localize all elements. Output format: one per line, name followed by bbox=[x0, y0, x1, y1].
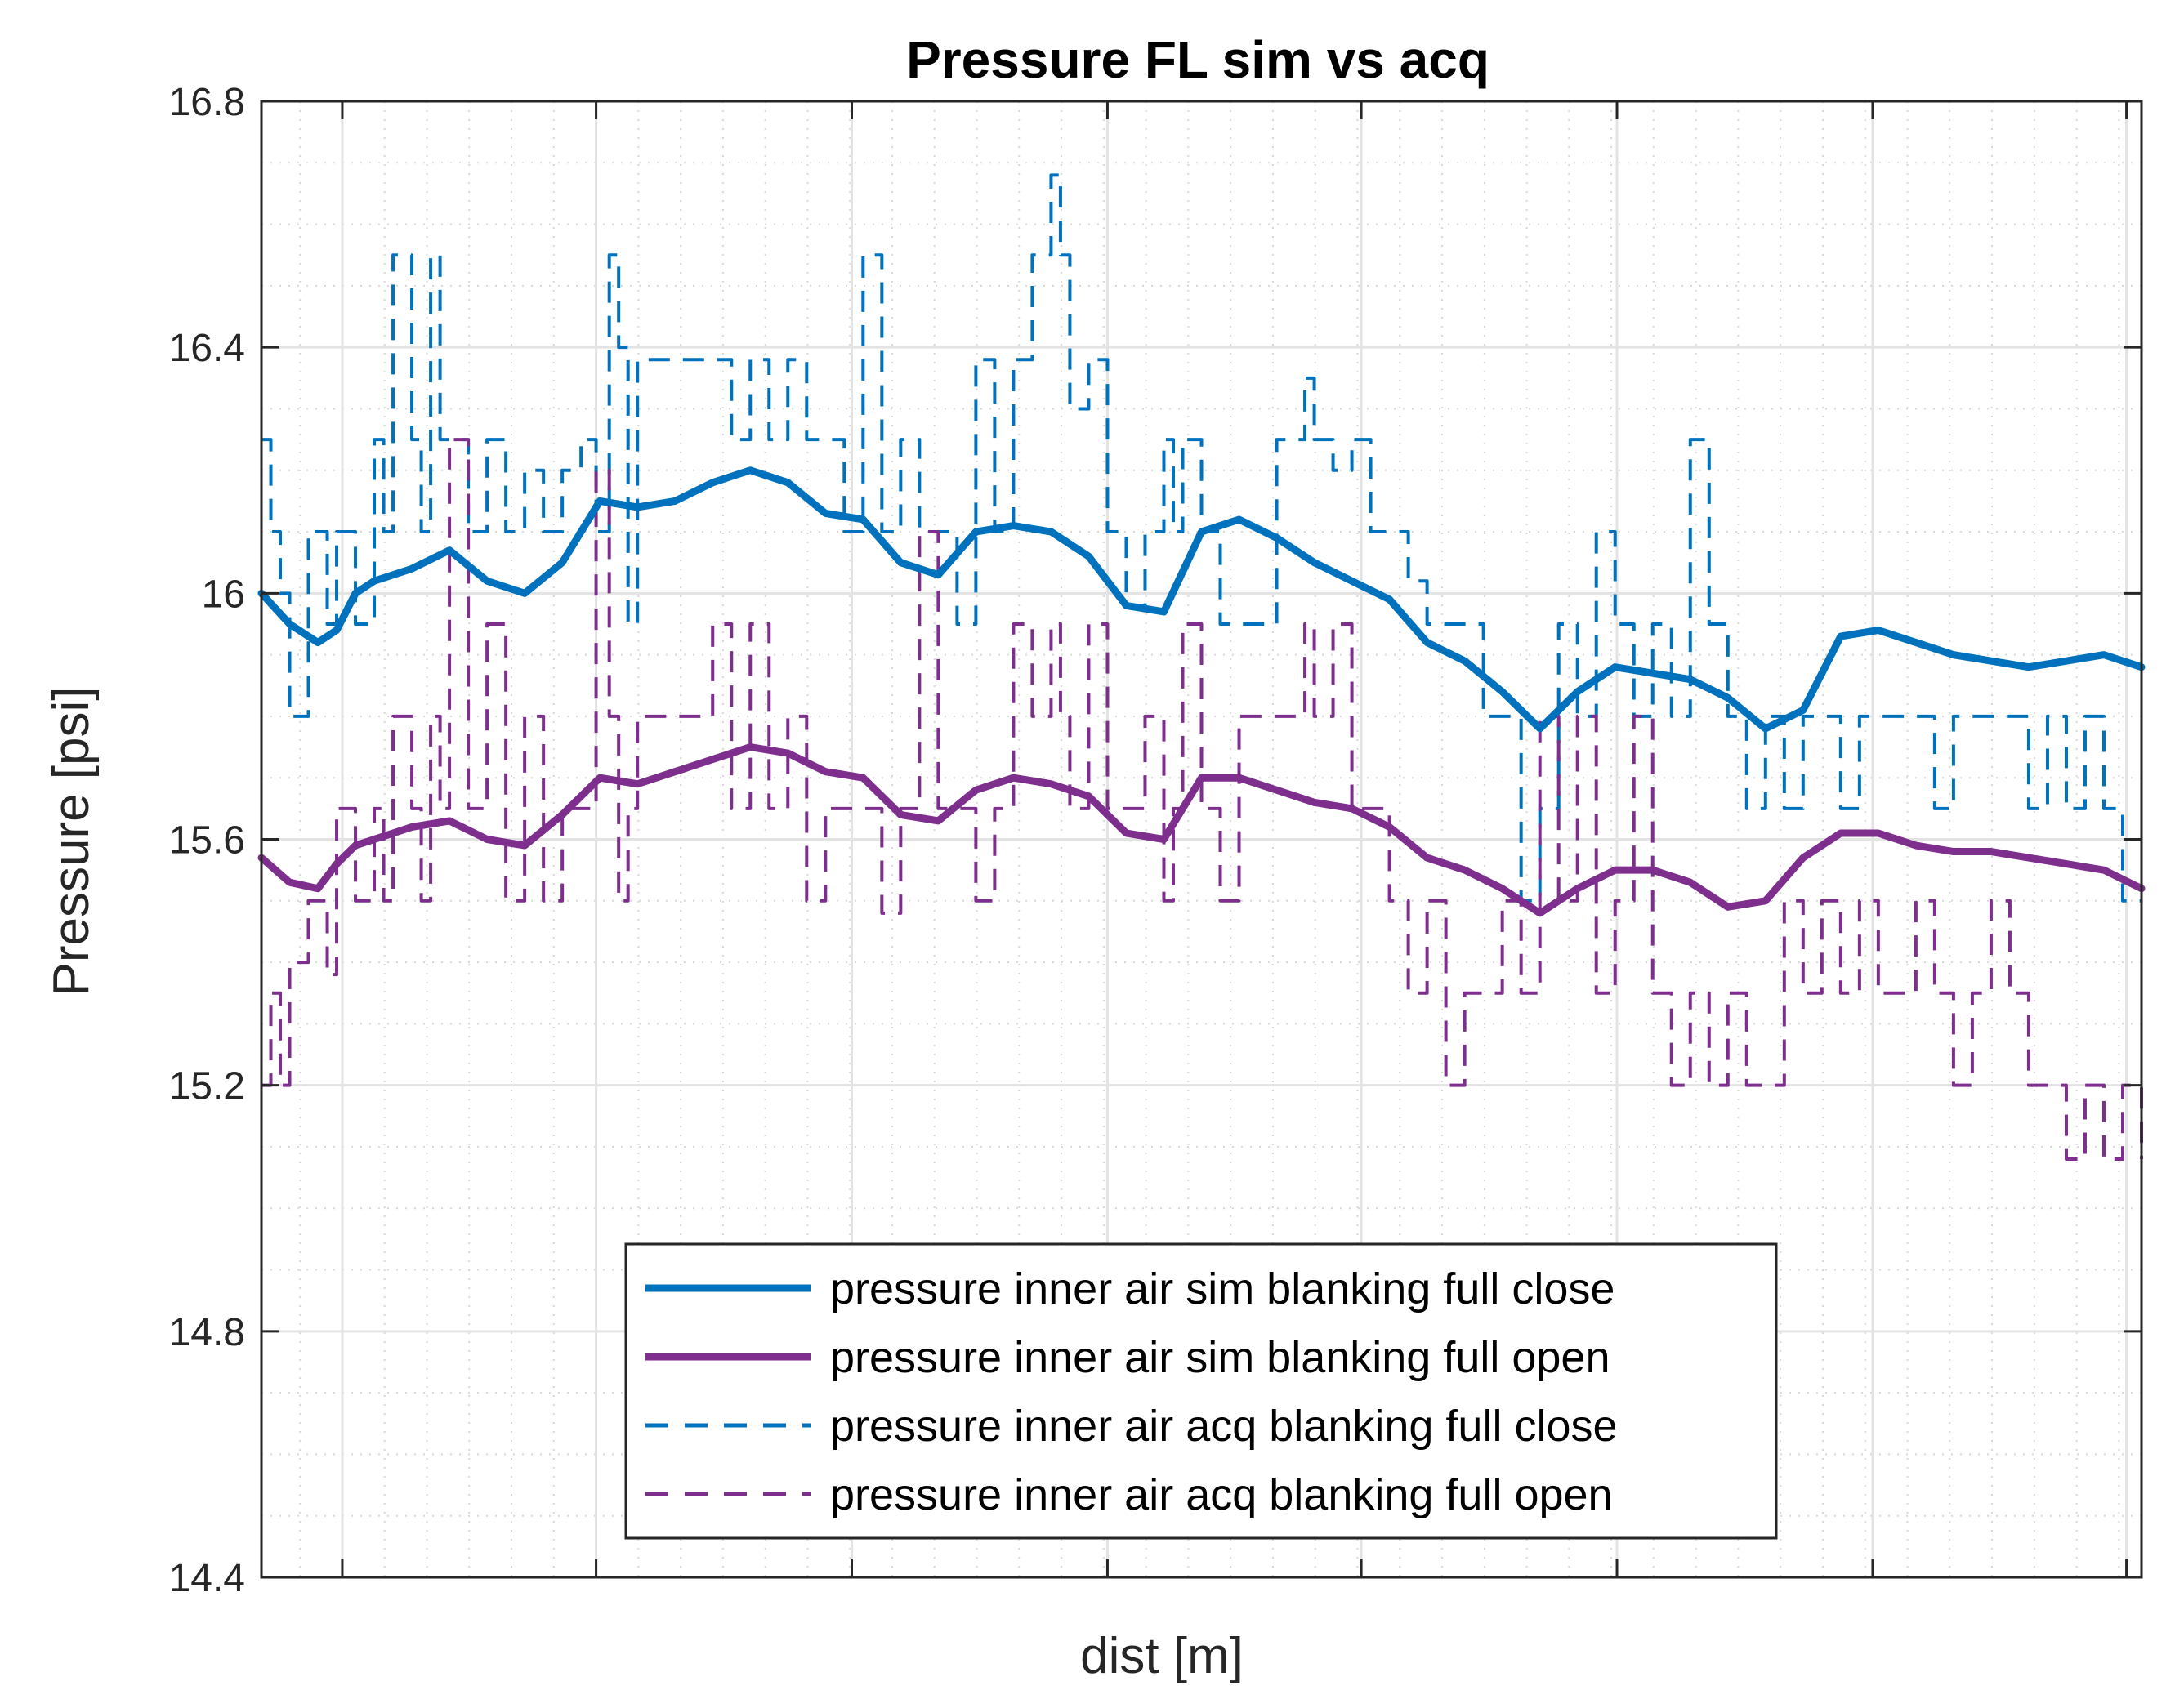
legend-items: pressure inner air sim blanking full clo… bbox=[645, 1264, 1618, 1519]
legend-label-4: pressure inner air acq blanking full ope… bbox=[830, 1470, 1613, 1519]
legend-label-2: pressure inner air sim blanking full ope… bbox=[830, 1333, 1610, 1382]
legend-label-1: pressure inner air sim blanking full clo… bbox=[830, 1264, 1615, 1313]
ticks-layer bbox=[261, 100, 2142, 1579]
series-line-2 bbox=[257, 743, 2146, 917]
series-layer bbox=[257, 173, 2146, 1162]
legend-box bbox=[624, 1242, 1778, 1540]
y-tick-label: 14.8 bbox=[169, 1311, 245, 1354]
y-tick-label: 15.2 bbox=[169, 1065, 245, 1108]
series-line-1 bbox=[257, 466, 2146, 733]
y-tick-labels: 14.4 14.8 15.2 15.6 16 16.4 16.8 bbox=[169, 81, 245, 1600]
series-line-3 bbox=[261, 173, 2142, 903]
y-tick-label: 16.4 bbox=[169, 327, 245, 370]
legend: pressure inner air sim blanking full clo… bbox=[624, 1242, 1778, 1540]
chart-title: Pressure FL sim vs acq bbox=[906, 30, 1489, 89]
y-tick-label: 15.6 bbox=[169, 819, 245, 863]
x-axis-label: dist [m] bbox=[1080, 1628, 1244, 1684]
legend-label-3: pressure inner air acq blanking full clo… bbox=[830, 1402, 1618, 1451]
y-tick-label: 16.8 bbox=[169, 81, 245, 124]
y-axis-label: Pressure [psi] bbox=[43, 686, 100, 996]
y-tick-label: 14.4 bbox=[169, 1557, 245, 1600]
plot-area bbox=[257, 100, 2146, 1579]
series-line-4 bbox=[261, 438, 2143, 1162]
y-tick-label: 16 bbox=[202, 573, 245, 616]
